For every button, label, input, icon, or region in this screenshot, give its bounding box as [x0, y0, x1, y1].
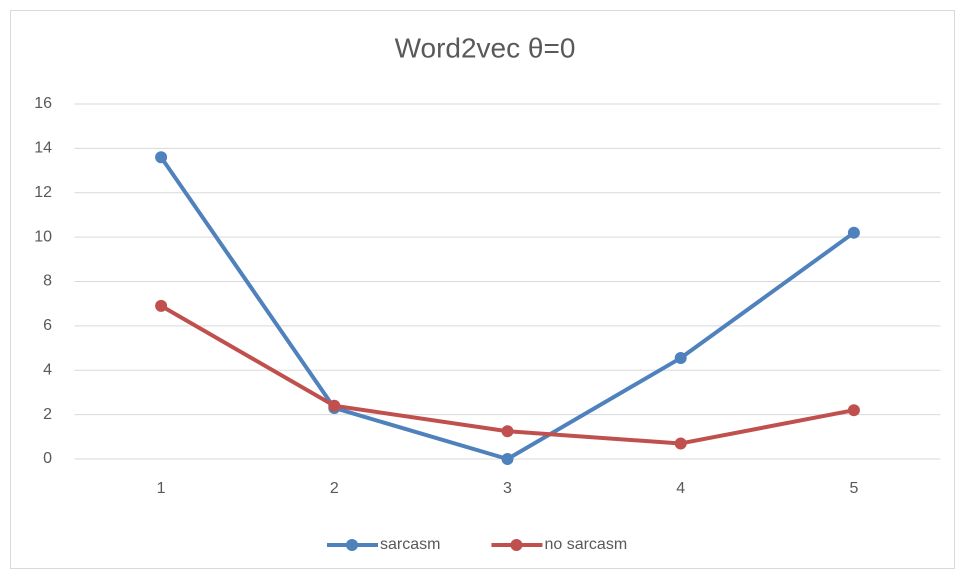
data-point — [674, 437, 687, 450]
legend-label: no sarcasm — [544, 536, 627, 553]
data-point — [501, 453, 514, 465]
y-tick-label: 8 — [43, 273, 52, 290]
data-point — [155, 299, 168, 312]
x-tick-label: 3 — [503, 480, 512, 497]
y-tick-label: 12 — [34, 184, 52, 201]
data-point — [847, 226, 860, 239]
legend-label: sarcasm — [380, 536, 440, 553]
data-point — [847, 404, 860, 417]
data-point — [155, 151, 168, 164]
y-tick-label: 0 — [43, 450, 52, 467]
chart-title: Word2vec θ=0 — [395, 32, 576, 63]
y-tick-label: 10 — [34, 228, 52, 245]
data-point — [501, 425, 514, 438]
chart-frame — [10, 10, 955, 569]
legend-marker — [346, 539, 358, 551]
x-tick-label: 2 — [330, 480, 339, 497]
y-tick-label: 14 — [34, 140, 52, 157]
x-tick-label: 5 — [849, 480, 858, 497]
y-tick-label: 16 — [34, 95, 52, 112]
y-tick-label: 4 — [43, 361, 52, 378]
x-tick-label: 4 — [676, 480, 685, 497]
data-point — [674, 352, 687, 365]
x-tick-label: 1 — [157, 480, 166, 497]
y-tick-label: 2 — [43, 406, 52, 423]
y-tick-label: 6 — [43, 317, 52, 334]
data-point — [328, 399, 341, 412]
legend-marker — [510, 539, 523, 551]
